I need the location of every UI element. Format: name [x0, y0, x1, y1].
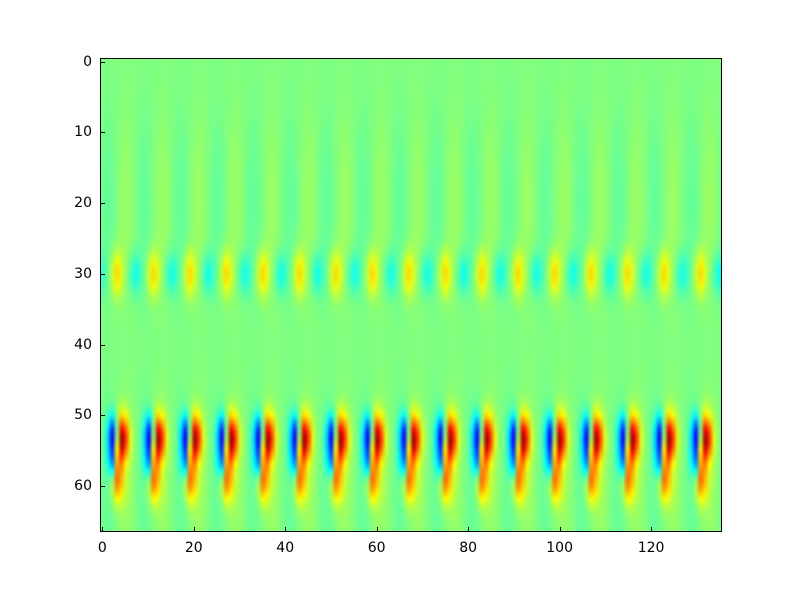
y-tick-mark [100, 273, 105, 275]
x-tick-label: 80 [459, 540, 478, 556]
heatmap-image [101, 59, 721, 531]
y-tick-mark [100, 415, 105, 417]
x-tick-mark [376, 527, 378, 532]
x-tick-mark [651, 527, 653, 532]
x-tick-mark [468, 527, 470, 532]
y-tick-label: 50 [74, 407, 92, 424]
x-tick-label: 20 [184, 540, 203, 556]
y-tick-label: 30 [74, 265, 92, 282]
y-tick-mark [100, 132, 105, 134]
x-tick-mark [559, 527, 561, 532]
x-tick-label: 60 [367, 540, 386, 556]
x-tick-mark [193, 527, 195, 532]
x-tick-label: 120 [637, 540, 665, 556]
y-tick-mark [100, 203, 105, 205]
y-tick-label: 0 [83, 53, 92, 70]
y-tick-mark [100, 344, 105, 346]
y-tick-label: 60 [74, 478, 92, 494]
x-tick-mark [285, 527, 287, 532]
x-tick-label: 40 [276, 540, 295, 556]
y-tick-label: 40 [74, 336, 92, 353]
x-tick-mark [102, 527, 104, 532]
x-tick-label: 0 [97, 540, 107, 556]
heatmap-axes[interactable] [100, 58, 722, 532]
y-tick-mark [100, 61, 105, 63]
y-tick-label: 20 [74, 195, 92, 212]
x-tick-label: 100 [546, 540, 573, 556]
y-tick-label: 10 [74, 124, 92, 141]
y-tick-mark [100, 486, 105, 487]
